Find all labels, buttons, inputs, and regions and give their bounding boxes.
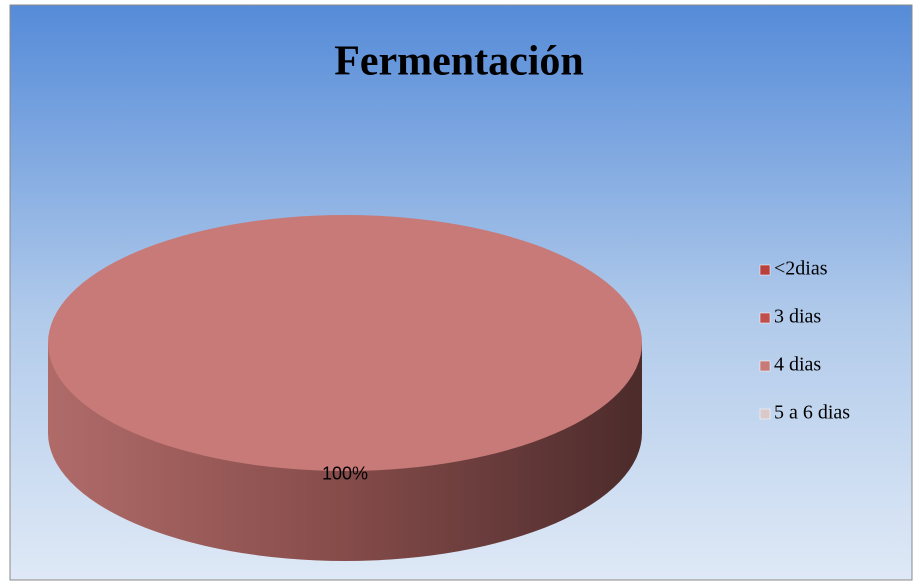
data-label: 100% <box>322 464 368 484</box>
legend-swatch <box>759 408 771 420</box>
pie-slice <box>48 215 642 471</box>
legend-label: 5 a 6 dias <box>774 402 850 424</box>
legend-swatch <box>759 264 771 276</box>
chart-title: Fermentación <box>334 39 584 85</box>
legend-swatch <box>759 312 771 324</box>
legend-label: 3 dias <box>774 306 821 328</box>
legend-label: <2dias <box>774 258 828 280</box>
legend-swatch <box>759 360 771 372</box>
legend-label: 4 dias <box>774 354 821 376</box>
